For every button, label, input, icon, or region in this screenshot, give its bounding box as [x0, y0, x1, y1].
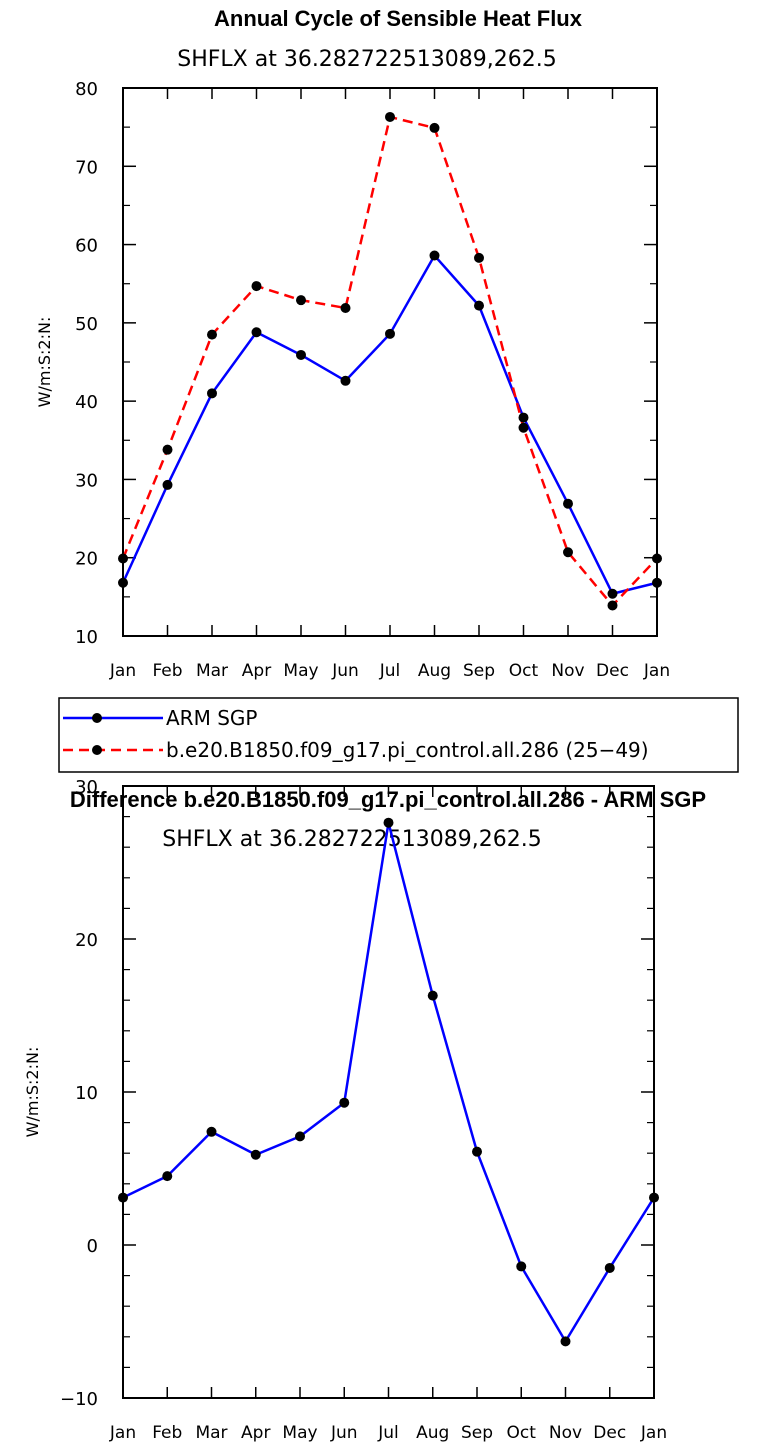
chart1-series-1-point: [563, 547, 573, 558]
chart1-subtitle: SHFLX at 36.282722513089,262.5: [177, 47, 557, 72]
chart1-series-0-point: [429, 250, 440, 261]
chart1-series-1-point: [607, 600, 618, 611]
chart2-series-0-point: [383, 817, 394, 828]
chart2-xtick-label: Mar: [195, 1423, 227, 1443]
chart1-ytick-label: 10: [75, 627, 98, 648]
legend-label-arm-sgp: ARM SGP: [166, 706, 257, 730]
chart1-series-1-point: [207, 329, 217, 340]
chart2-series-0-point: [295, 1131, 305, 1142]
chart2-xtick-label: Sep: [461, 1423, 493, 1443]
legend-marker-arm-sgp: [92, 713, 102, 723]
chart1-xtick-label: Mar: [196, 661, 228, 681]
chart1-series-0-line: [121, 254, 658, 595]
chart2-xtick-label: Jan: [640, 1423, 667, 1443]
chart1-xtick-label: Jan: [643, 661, 670, 681]
legend-box: [58, 697, 739, 773]
chart1-ytick-label: 80: [75, 79, 98, 100]
chart1-series-0-point: [251, 327, 262, 338]
chart1-xtick-label: Nov: [551, 661, 584, 681]
legend-marker-model: [92, 745, 102, 755]
chart2-xtick-label: Dec: [593, 1423, 626, 1443]
chart1-xtick-label: Jan: [109, 661, 136, 681]
chart2-xtick-label: Jan: [109, 1423, 136, 1443]
chart1-series-0-point: [162, 479, 173, 490]
chart1-series-0-point: [607, 588, 618, 599]
chart1-ytick-label: 30: [75, 470, 98, 491]
chart1-series-0-point: [207, 388, 217, 399]
chart1-xtick-label: May: [283, 661, 318, 681]
chart2-ylabel: W/m:S:2:N:: [23, 1047, 42, 1138]
chart1-xtick-label: Jun: [331, 661, 359, 681]
chart1-series-0-point: [652, 577, 662, 588]
chart1-ytick-label: 50: [75, 314, 98, 335]
chart2-frame: [122, 785, 655, 1399]
chart2-ytick-label: 20: [75, 930, 98, 951]
chart2-series-0-point: [250, 1149, 261, 1160]
chart2-series-0-point: [206, 1126, 217, 1137]
chart1-xtick-label: Dec: [596, 661, 629, 681]
legend-label-model: b.e20.B1850.f09_g17.pi_control.all.286 (…: [166, 738, 649, 762]
chart2-xtick-label: Jun: [330, 1423, 358, 1443]
chart1-ytick-label: 70: [75, 157, 98, 178]
chart2-xtick-label: Feb: [152, 1423, 182, 1443]
chart2-series-0-point: [604, 1262, 615, 1273]
chart2-ytick-label: 0: [87, 1236, 98, 1257]
chart1-series-1-point: [652, 553, 662, 564]
chart1-frame: [122, 87, 658, 637]
chart2-series-0-point: [516, 1261, 527, 1272]
chart1-series-1-point: [162, 444, 173, 455]
chart1-series-0-point: [474, 300, 484, 311]
chart2-series-0-line: [122, 821, 656, 1343]
chart1-xtick-label: Aug: [418, 661, 451, 681]
chart2-xtick-label: Jul: [377, 1423, 399, 1443]
chart2-series-0-point: [162, 1171, 173, 1182]
chart1-series-0-point: [385, 328, 395, 339]
chart1-xtick-label: Jul: [379, 661, 401, 681]
chart1-series-1-point: [340, 302, 351, 313]
chart1-xtick-label: Oct: [509, 661, 539, 681]
chart2-xtick-label: May: [282, 1423, 317, 1443]
chart1-series-1-line: [121, 115, 658, 607]
chart2-plot: Jan Feb Mar Apr May Jun Jul Aug Sep Oct Nov Dec Jan−…: [60, 777, 667, 1443]
chart1-ytick-label: 60: [75, 236, 98, 257]
chart1-series-1-point: [429, 122, 440, 133]
chart1-xtick-label: Sep: [463, 661, 495, 681]
chart2-ytick-label: 30: [75, 777, 98, 798]
chart2-series-0-point: [560, 1336, 571, 1347]
chart2-xtick-label: Aug: [416, 1423, 449, 1443]
chart1-series-1-point: [518, 422, 529, 433]
chart1-series-0-point: [296, 349, 306, 360]
chart1-series-0-point: [563, 498, 573, 509]
chart1-series-0-point: [340, 375, 351, 386]
chart2-series-0-point: [339, 1097, 350, 1108]
chart2-series-0-point: [472, 1146, 482, 1157]
chart1-series-0-point: [118, 577, 128, 588]
legend: ARM SGP b.e20.B1850.f09_g17.pi_control.a…: [58, 697, 739, 773]
chart1-ytick-label: 40: [75, 392, 98, 413]
chart2-ytick-label: −10: [60, 1389, 98, 1410]
chart1-series-1-point: [251, 281, 262, 292]
chart2-xtick-label: Apr: [241, 1423, 270, 1443]
chart2-subtitle: SHFLX at 36.282722513089,262.5: [162, 827, 542, 852]
chart2-series-0-point: [118, 1192, 128, 1203]
chart1-xtick-label: Apr: [242, 661, 271, 681]
chart1-plot: Jan Feb Mar Apr May Jun Jul Aug Sep Oct Nov Dec Jan 1…: [75, 79, 670, 681]
chart2-ytick-label: 10: [75, 1083, 98, 1104]
chart1-ylabel: W/m:S:2:N:: [35, 317, 54, 408]
chart1-xtick-label: Feb: [152, 661, 182, 681]
chart1-ytick-label: 20: [75, 549, 98, 570]
chart2-xtick-label: Oct: [507, 1423, 537, 1443]
chart1-series-1-point: [474, 252, 484, 263]
chart2-xtick-label: Nov: [549, 1423, 582, 1443]
chart1-title: Annual Cycle of Sensible Heat Flux: [214, 6, 583, 31]
chart1-series-1-point: [296, 295, 306, 306]
chart1-series-1-point: [385, 111, 395, 122]
chart1-series-1-point: [118, 553, 128, 564]
chart2-series-0-point: [427, 990, 438, 1001]
chart2-series-0-point: [649, 1192, 659, 1203]
chart1-series-0-point: [518, 412, 529, 423]
